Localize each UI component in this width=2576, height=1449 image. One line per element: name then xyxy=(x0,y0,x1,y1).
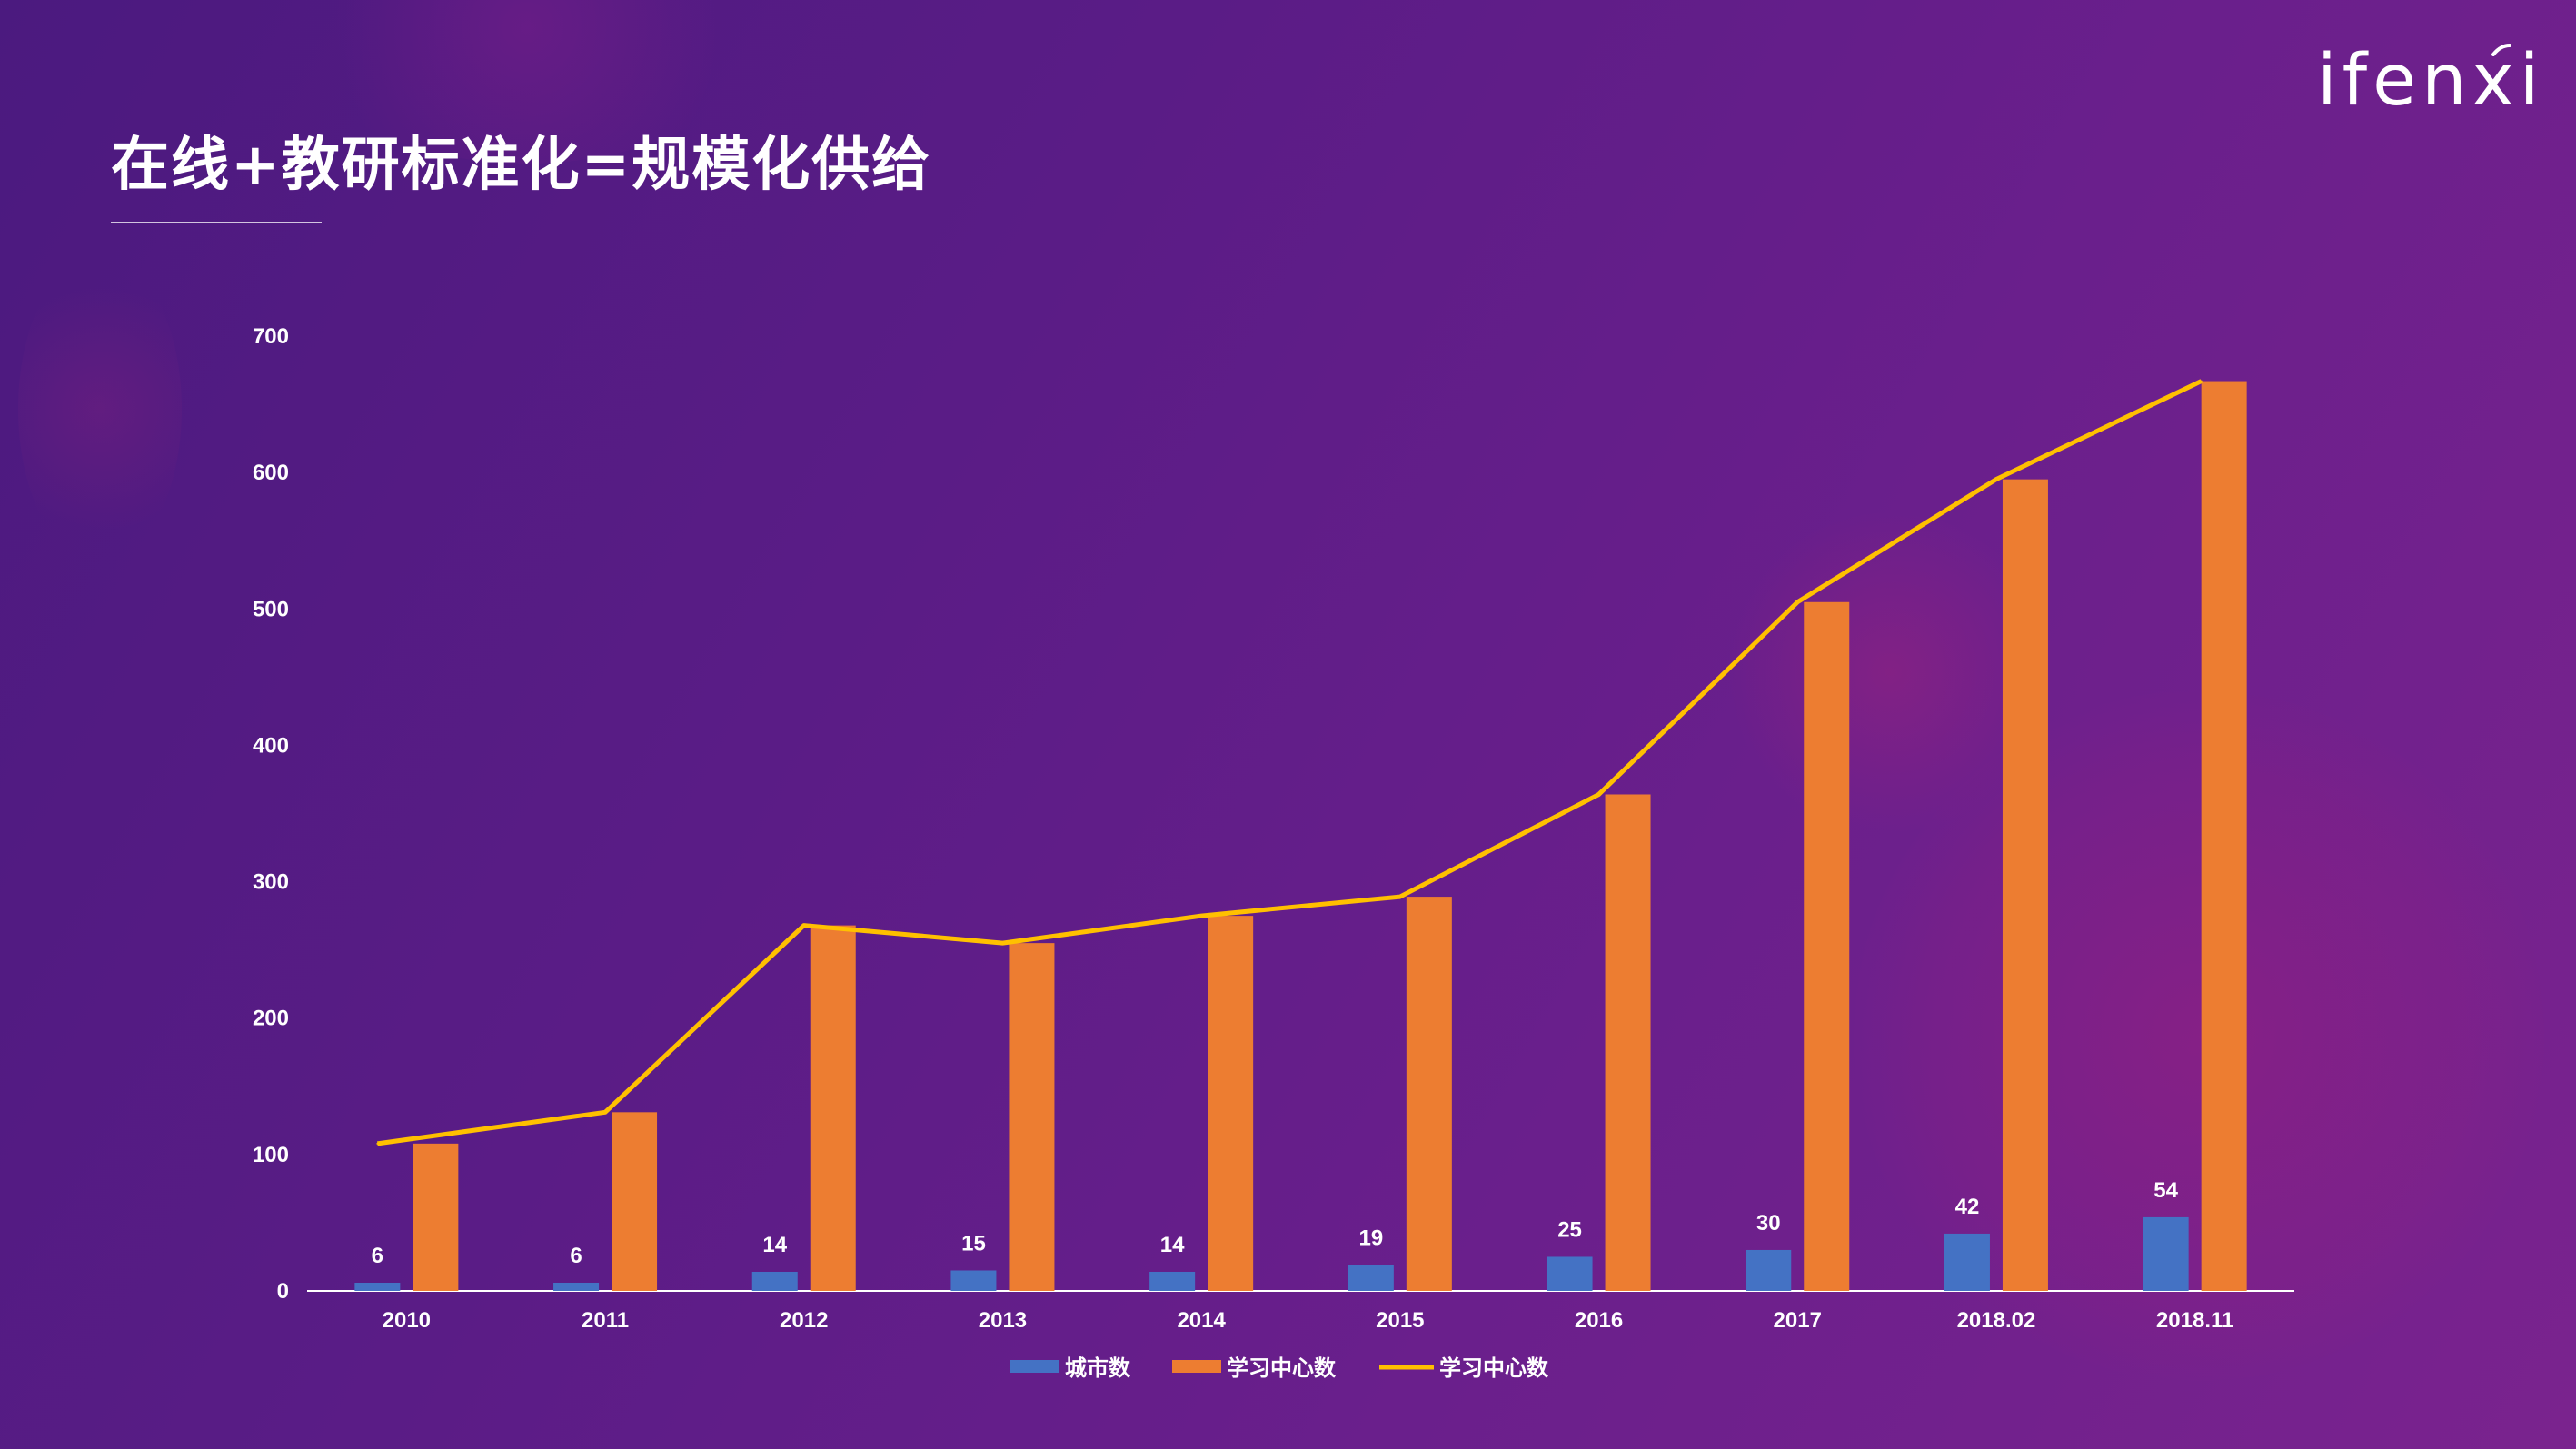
legend-swatch xyxy=(1172,1360,1221,1373)
legend-swatch xyxy=(1010,1360,1059,1373)
data-label-city-count: 42 xyxy=(1955,1195,1980,1219)
bar-city-count xyxy=(553,1282,600,1291)
y-tick-label: 100 xyxy=(253,1143,289,1167)
x-tick-label: 2010 xyxy=(383,1308,431,1333)
line-point xyxy=(376,1142,379,1145)
bar-center-count xyxy=(1208,916,1254,1291)
x-tick-label: 2016 xyxy=(1575,1308,1623,1333)
bar-city-count xyxy=(354,1282,401,1291)
line-point xyxy=(1001,942,1004,945)
x-tick-label: 2012 xyxy=(780,1308,828,1333)
legend-label: 学习中心数 xyxy=(1439,1355,1549,1381)
line-point xyxy=(1398,896,1401,898)
data-label-city-count: 54 xyxy=(2153,1178,2178,1203)
data-label-city-count: 15 xyxy=(961,1231,986,1255)
data-label-city-count: 14 xyxy=(1160,1233,1185,1257)
series-line-center-count xyxy=(377,379,2203,1146)
y-tick-label: 300 xyxy=(253,870,289,895)
bar-center-count xyxy=(2002,479,2048,1291)
bar-center-count xyxy=(612,1112,658,1291)
x-tick-label: 2017 xyxy=(1774,1308,1822,1333)
y-tick-label: 600 xyxy=(253,461,289,485)
page-title: 在线+教研标准化=规模化供给 xyxy=(111,132,932,199)
line-point xyxy=(802,924,805,927)
line-point xyxy=(1597,793,1600,796)
x-tick-label: 2018.11 xyxy=(2156,1308,2233,1333)
x-tick-label: 2013 xyxy=(979,1308,1027,1333)
bar-city-count xyxy=(1944,1233,1990,1291)
bar-city-count xyxy=(2143,1216,2189,1291)
bar-center-count xyxy=(2201,381,2247,1292)
x-tick-label: 2015 xyxy=(1376,1308,1424,1333)
x-tick-label: 2018.02 xyxy=(1957,1308,2036,1333)
bar-center-count xyxy=(413,1143,459,1291)
bar-city-count xyxy=(1348,1265,1394,1291)
title-underline xyxy=(111,222,322,223)
bar-center-count xyxy=(1605,794,1651,1291)
line-point xyxy=(1200,915,1203,918)
line-point xyxy=(2200,380,2203,382)
logo-mark-icon xyxy=(2491,44,2511,56)
line-point xyxy=(604,1111,607,1114)
line-point xyxy=(1796,600,1799,603)
data-label-city-count: 14 xyxy=(762,1233,787,1257)
y-tick-label: 200 xyxy=(253,1007,289,1031)
bar-city-count xyxy=(950,1270,997,1291)
bar-city-count xyxy=(751,1271,798,1291)
legend-label: 学习中心数 xyxy=(1227,1355,1337,1381)
y-tick-label: 0 xyxy=(277,1279,289,1304)
x-tick-label: 2014 xyxy=(1177,1308,1226,1333)
data-label-city-count: 25 xyxy=(1557,1217,1582,1242)
y-tick-label: 400 xyxy=(253,733,289,758)
bar-center-count xyxy=(1406,897,1452,1291)
bar-city-count xyxy=(1149,1271,1196,1291)
logo: ifenxi xyxy=(2317,40,2545,122)
legend-label: 城市数 xyxy=(1065,1355,1131,1381)
bar-city-count xyxy=(1746,1249,1792,1291)
bar-city-count xyxy=(1547,1256,1593,1291)
bar-center-count xyxy=(1804,601,1850,1291)
data-label-city-count: 30 xyxy=(1756,1211,1781,1236)
data-label-city-count: 6 xyxy=(570,1244,582,1268)
line-point xyxy=(1994,478,1997,481)
data-label-city-count: 19 xyxy=(1358,1226,1383,1250)
bar-center-count xyxy=(810,925,856,1291)
x-tick-label: 2011 xyxy=(582,1308,629,1333)
y-tick-label: 700 xyxy=(253,324,289,349)
data-label-city-count: 6 xyxy=(372,1244,383,1268)
bar-center-count xyxy=(1009,943,1055,1291)
y-tick-label: 500 xyxy=(253,597,289,621)
